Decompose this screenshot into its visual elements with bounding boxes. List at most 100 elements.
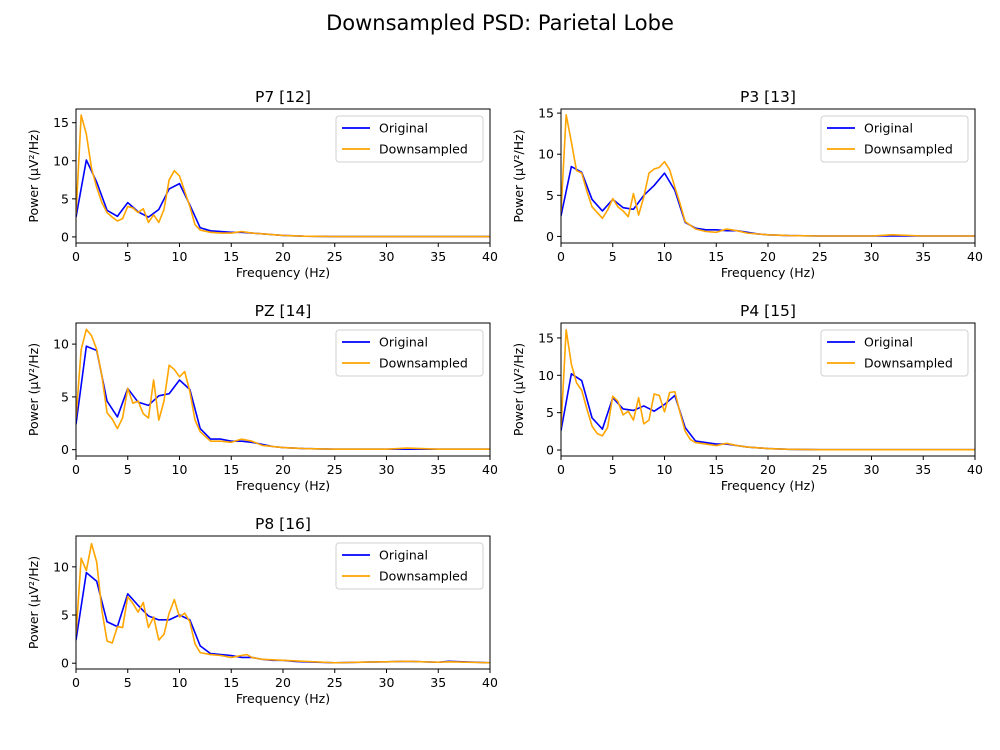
plot-p3-13-legend-box: [820, 115, 969, 163]
plot-p3-13-title: P3 [13]: [740, 88, 796, 106]
plot-p7-12-legend-label-downsampled: Downsampled: [379, 142, 468, 157]
plot-p3-13-xtick-label-25: 25: [812, 249, 828, 264]
plot-pz-14-xtick-label-40: 40: [482, 462, 498, 477]
plot-p4-15-xtick-label-30: 30: [864, 462, 880, 477]
plot-p8-16-xtick-label-10: 10: [172, 675, 188, 690]
plot-p8-16-legend: Original Downsampled: [335, 542, 484, 590]
plot-p7-12-xtick-label-40: 40: [482, 249, 498, 264]
plot-p7-12-xtick-label-25: 25: [327, 249, 343, 264]
plot-p8-16-xtick-label-40: 40: [482, 675, 498, 690]
plot-p8-16-legend-label-downsampled: Downsampled: [379, 569, 468, 584]
plot-p4-15-legend: Original Downsampled: [820, 329, 969, 377]
plot-p3-13-legend: Original Downsampled: [820, 115, 969, 163]
plot-p8-16-ylabel: Power (µV²/Hz): [26, 556, 41, 649]
plot-p7-12-xtick-label-0: 0: [72, 249, 80, 264]
plot-p3-13-xtick-label-40: 40: [967, 249, 983, 264]
plot-p7-12-ytick-label-10: 10: [53, 153, 69, 168]
plot-p8-16-ytick-label-5: 5: [61, 608, 69, 623]
plot-p8-16-xtick-label-5: 5: [124, 675, 132, 690]
plot-p4-15-xtick-label-10: 10: [657, 462, 673, 477]
plot-p8-16: P8 [16] 0 5 10 15 20 25 30 35 40 0 5 10 Frequency (Hz…: [26, 515, 498, 706]
plot-p8-16-xtick-label-0: 0: [72, 675, 80, 690]
plot-p8-16-xtick-label-15: 15: [223, 675, 239, 690]
plot-p3-13-xlabel: Frequency (Hz): [721, 265, 815, 280]
plot-p4-15-legend-label-original: Original: [864, 335, 913, 350]
plot-p3-13-ytick-label-0: 0: [546, 229, 554, 244]
plot-pz-14-legend: Original Downsampled: [335, 329, 484, 377]
plot-p8-16-xtick-label-35: 35: [430, 675, 446, 690]
plot-p4-15-ytick-label-0: 0: [546, 443, 554, 458]
plot-pz-14-legend-box: [335, 329, 484, 377]
plot-p7-12-legend-label-original: Original: [379, 121, 428, 136]
plot-p3-13-ytick-label-10: 10: [538, 147, 554, 162]
plot-p4-15-ytick-label-10: 10: [538, 368, 554, 383]
plot-p4-15-xtick-label-40: 40: [967, 462, 983, 477]
plot-pz-14-xtick-label-10: 10: [172, 462, 188, 477]
plot-p7-12-ylabel: Power (µV²/Hz): [26, 129, 41, 222]
plot-p8-16-ytick-label-10: 10: [53, 559, 69, 574]
plot-pz-14-ytick-label-10: 10: [53, 337, 69, 352]
plot-pz-14-ytick-label-5: 5: [61, 389, 69, 404]
plot-p4-15-ytick-label-15: 15: [538, 330, 554, 345]
plot-pz-14: PZ [14] 0 5 10 15 20 25 30 35 40 0 5 10 Frequency (Hz…: [26, 302, 498, 493]
plot-p4-15-legend-label-downsampled: Downsampled: [864, 356, 953, 371]
plot-p7-12-xtick-label-10: 10: [172, 249, 188, 264]
plot-p8-16-ytick-label-0: 0: [61, 656, 69, 671]
plot-p3-13-xtick-label-15: 15: [708, 249, 724, 264]
plot-pz-14-xlabel: Frequency (Hz): [236, 478, 330, 493]
plot-p3-13-xtick-label-10: 10: [657, 249, 673, 264]
plot-p4-15-legend-box: [820, 329, 969, 377]
plot-p8-16-legend-box: [335, 542, 484, 590]
plot-p7-12-title: P7 [12]: [255, 88, 311, 106]
plot-pz-14-xtick-label-25: 25: [327, 462, 343, 477]
plot-p7-12-xtick-label-5: 5: [124, 249, 132, 264]
plot-p4-15-xtick-label-20: 20: [760, 462, 776, 477]
plot-p8-16-legend-label-original: Original: [379, 548, 428, 563]
plot-p7-12-series-downsampled-line: [76, 114, 490, 238]
plot-p4-15-xtick-label-25: 25: [812, 462, 828, 477]
plot-p4-15-xtick-label-5: 5: [609, 462, 617, 477]
plot-p8-16-xlabel: Frequency (Hz): [236, 691, 330, 706]
plot-p7-12-ytick-label-5: 5: [61, 191, 69, 206]
plot-p4-15-ylabel: Power (µV²/Hz): [511, 343, 526, 436]
plot-p8-16-xtick-label-30: 30: [379, 675, 395, 690]
plot-pz-14-xtick-label-15: 15: [223, 462, 239, 477]
plot-p7-12-ytick-label-0: 0: [61, 229, 69, 244]
plot-p4-15-xtick-label-15: 15: [708, 462, 724, 477]
plot-p4-15-ytick-label-5: 5: [546, 405, 554, 420]
plot-p3-13-xtick-label-30: 30: [864, 249, 880, 264]
plot-pz-14-series-downsampled-line: [76, 328, 490, 450]
plot-p4-15-xlabel: Frequency (Hz): [721, 478, 815, 493]
plot-pz-14-ylabel: Power (µV²/Hz): [26, 343, 41, 436]
plot-p7-12-legend: Original Downsampled: [335, 115, 484, 163]
plot-p7-12-xtick-label-20: 20: [275, 249, 291, 264]
plot-pz-14-legend-label-original: Original: [379, 335, 428, 350]
plot-p3-13-ytick-label-5: 5: [546, 188, 554, 203]
plot-p3-13-legend-label-original: Original: [864, 121, 913, 136]
plot-pz-14-ytick-label-0: 0: [61, 442, 69, 457]
plot-p4-15-title: P4 [15]: [740, 302, 796, 320]
plot-p3-13-ytick-label-15: 15: [538, 106, 554, 121]
plot-pz-14-title: PZ [14]: [255, 302, 312, 320]
plot-p3-13-series-downsampled-line: [561, 113, 975, 237]
plot-p3-13-ylabel: Power (µV²/Hz): [511, 129, 526, 222]
plot-p7-12-xlabel: Frequency (Hz): [236, 265, 330, 280]
plot-p7-12-xtick-label-30: 30: [379, 249, 395, 264]
plot-pz-14-xtick-label-0: 0: [72, 462, 80, 477]
plot-p7-12-legend-box: [335, 115, 484, 163]
plot-p7-12-xtick-label-35: 35: [430, 249, 446, 264]
plot-p3-13-xtick-label-20: 20: [760, 249, 776, 264]
plot-p7-12-xtick-label-15: 15: [223, 249, 239, 264]
figure-title: Downsampled PSD: Parietal Lobe: [326, 11, 674, 35]
plot-p8-16-series-downsampled-line: [76, 542, 490, 664]
plot-pz-14-xtick-label-5: 5: [124, 462, 132, 477]
plot-p3-13-xtick-label-5: 5: [609, 249, 617, 264]
plot-p4-15-xtick-label-35: 35: [915, 462, 931, 477]
plot-p8-16-xtick-label-20: 20: [275, 675, 291, 690]
plot-p3-13-legend-label-downsampled: Downsampled: [864, 142, 953, 157]
